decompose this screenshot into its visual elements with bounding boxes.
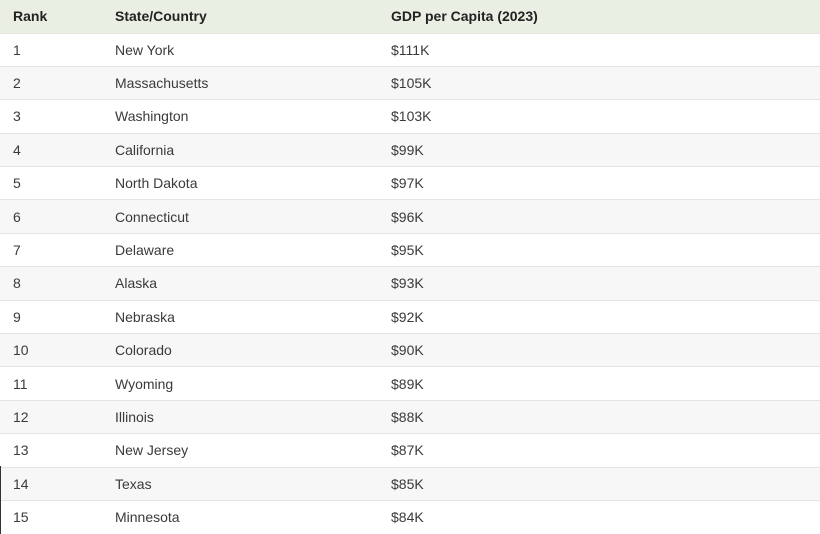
state-cell: Connecticut: [115, 208, 189, 225]
state-cell: Massachusetts: [115, 75, 209, 92]
state-cell: Washington: [115, 108, 189, 125]
rank-cell: 5: [13, 175, 21, 192]
gdp-cell: $93K: [391, 275, 424, 292]
state-cell: New Jersey: [115, 442, 189, 459]
gdp-cell: $92K: [391, 308, 424, 325]
rank-cell: 7: [13, 242, 21, 259]
gdp-column-header[interactable]: GDP per Capita (2023): [391, 8, 538, 25]
rank-cell: 1: [13, 41, 21, 58]
gdp-cell: $95K: [391, 242, 424, 259]
gdp-cell: $89K: [391, 375, 424, 392]
table-row: 5 North Dakota $97K: [0, 166, 820, 200]
table-row: 8 Alaska $93K: [0, 266, 820, 301]
gdp-cell: $105K: [391, 75, 432, 92]
state-cell: California: [115, 141, 175, 158]
rank-cell: 2: [13, 75, 21, 92]
table-row: 2 Massachusetts $105K: [0, 66, 820, 100]
table-row: 3 Washington $103K: [0, 99, 820, 134]
table-body: 1 New York $111K 2 Massachusetts $105K 3 Washin…: [0, 33, 820, 534]
rank-cell: 14: [13, 475, 29, 492]
gdp-cell: $87K: [391, 442, 424, 459]
state-cell: North Dakota: [115, 175, 198, 192]
gdp-cell: $85K: [391, 475, 424, 492]
state-cell: Texas: [115, 475, 152, 492]
state-cell: Wyoming: [115, 375, 174, 392]
gdp-cell: $90K: [391, 342, 424, 359]
table-row: 13 New Jersey $87K: [0, 433, 820, 468]
table-row: 1 New York $111K: [0, 33, 820, 67]
rank-cell: 12: [13, 408, 29, 425]
state-column-header[interactable]: State/Country: [115, 8, 207, 25]
table-header: Rank State/Country GDP per Capita (2023): [0, 0, 820, 33]
table-row: 9 Nebraska $92K: [0, 300, 820, 334]
gdp-cell: $88K: [391, 408, 424, 425]
state-cell: Minnesota: [115, 509, 180, 526]
table-row: 6 Connecticut $96K: [0, 199, 820, 234]
rank-cell: 8: [13, 275, 21, 292]
state-cell: New York: [115, 41, 175, 58]
rank-cell: 3: [13, 108, 21, 125]
left-edge-border: [0, 466, 1, 534]
rank-cell: 15: [13, 509, 29, 526]
table-row: 7 Delaware $95K: [0, 233, 820, 267]
rank-cell: 9: [13, 308, 21, 325]
gdp-cell: $103K: [391, 108, 432, 125]
table-row: 15 Minnesota $84K: [0, 500, 820, 534]
gdp-cell: $111K: [391, 41, 430, 58]
rank-cell: 6: [13, 208, 21, 225]
gdp-cell: $99K: [391, 141, 424, 158]
table-row: 4 California $99K: [0, 133, 820, 167]
rank-cell: 4: [13, 141, 21, 158]
header-row: Rank State/Country GDP per Capita (2023): [0, 0, 820, 33]
gdp-cell: $96K: [391, 208, 424, 225]
table-row: 11 Wyoming $89K: [0, 366, 820, 401]
rank-column-header[interactable]: Rank: [13, 8, 48, 25]
rank-cell: 11: [13, 375, 28, 392]
table-row: 10 Colorado $90K: [0, 333, 820, 367]
state-cell: Nebraska: [115, 308, 175, 325]
state-cell: Alaska: [115, 275, 158, 292]
gdp-cell: $97K: [391, 175, 424, 192]
table-row: 12 Illinois $88K: [0, 400, 820, 434]
rank-cell: 13: [13, 442, 29, 459]
rank-cell: 10: [13, 342, 29, 359]
state-cell: Colorado: [115, 342, 172, 359]
gdp-cell: $84K: [391, 509, 424, 526]
state-cell: Illinois: [115, 408, 154, 425]
table-row: 14 Texas $85K: [0, 467, 820, 501]
state-cell: Delaware: [115, 242, 175, 259]
